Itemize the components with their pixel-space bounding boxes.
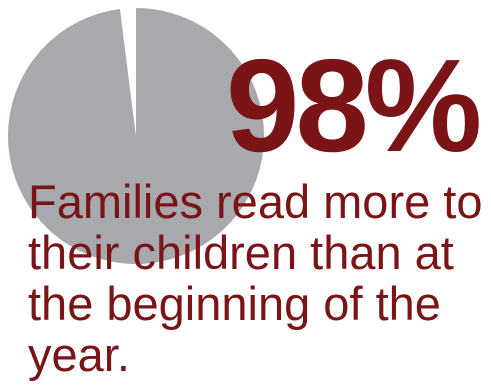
stat-caption: Families read more to their children tha…	[28, 175, 483, 381]
stat-value: 98%	[226, 32, 482, 179]
pie-slice-gap	[119, 8, 136, 136]
